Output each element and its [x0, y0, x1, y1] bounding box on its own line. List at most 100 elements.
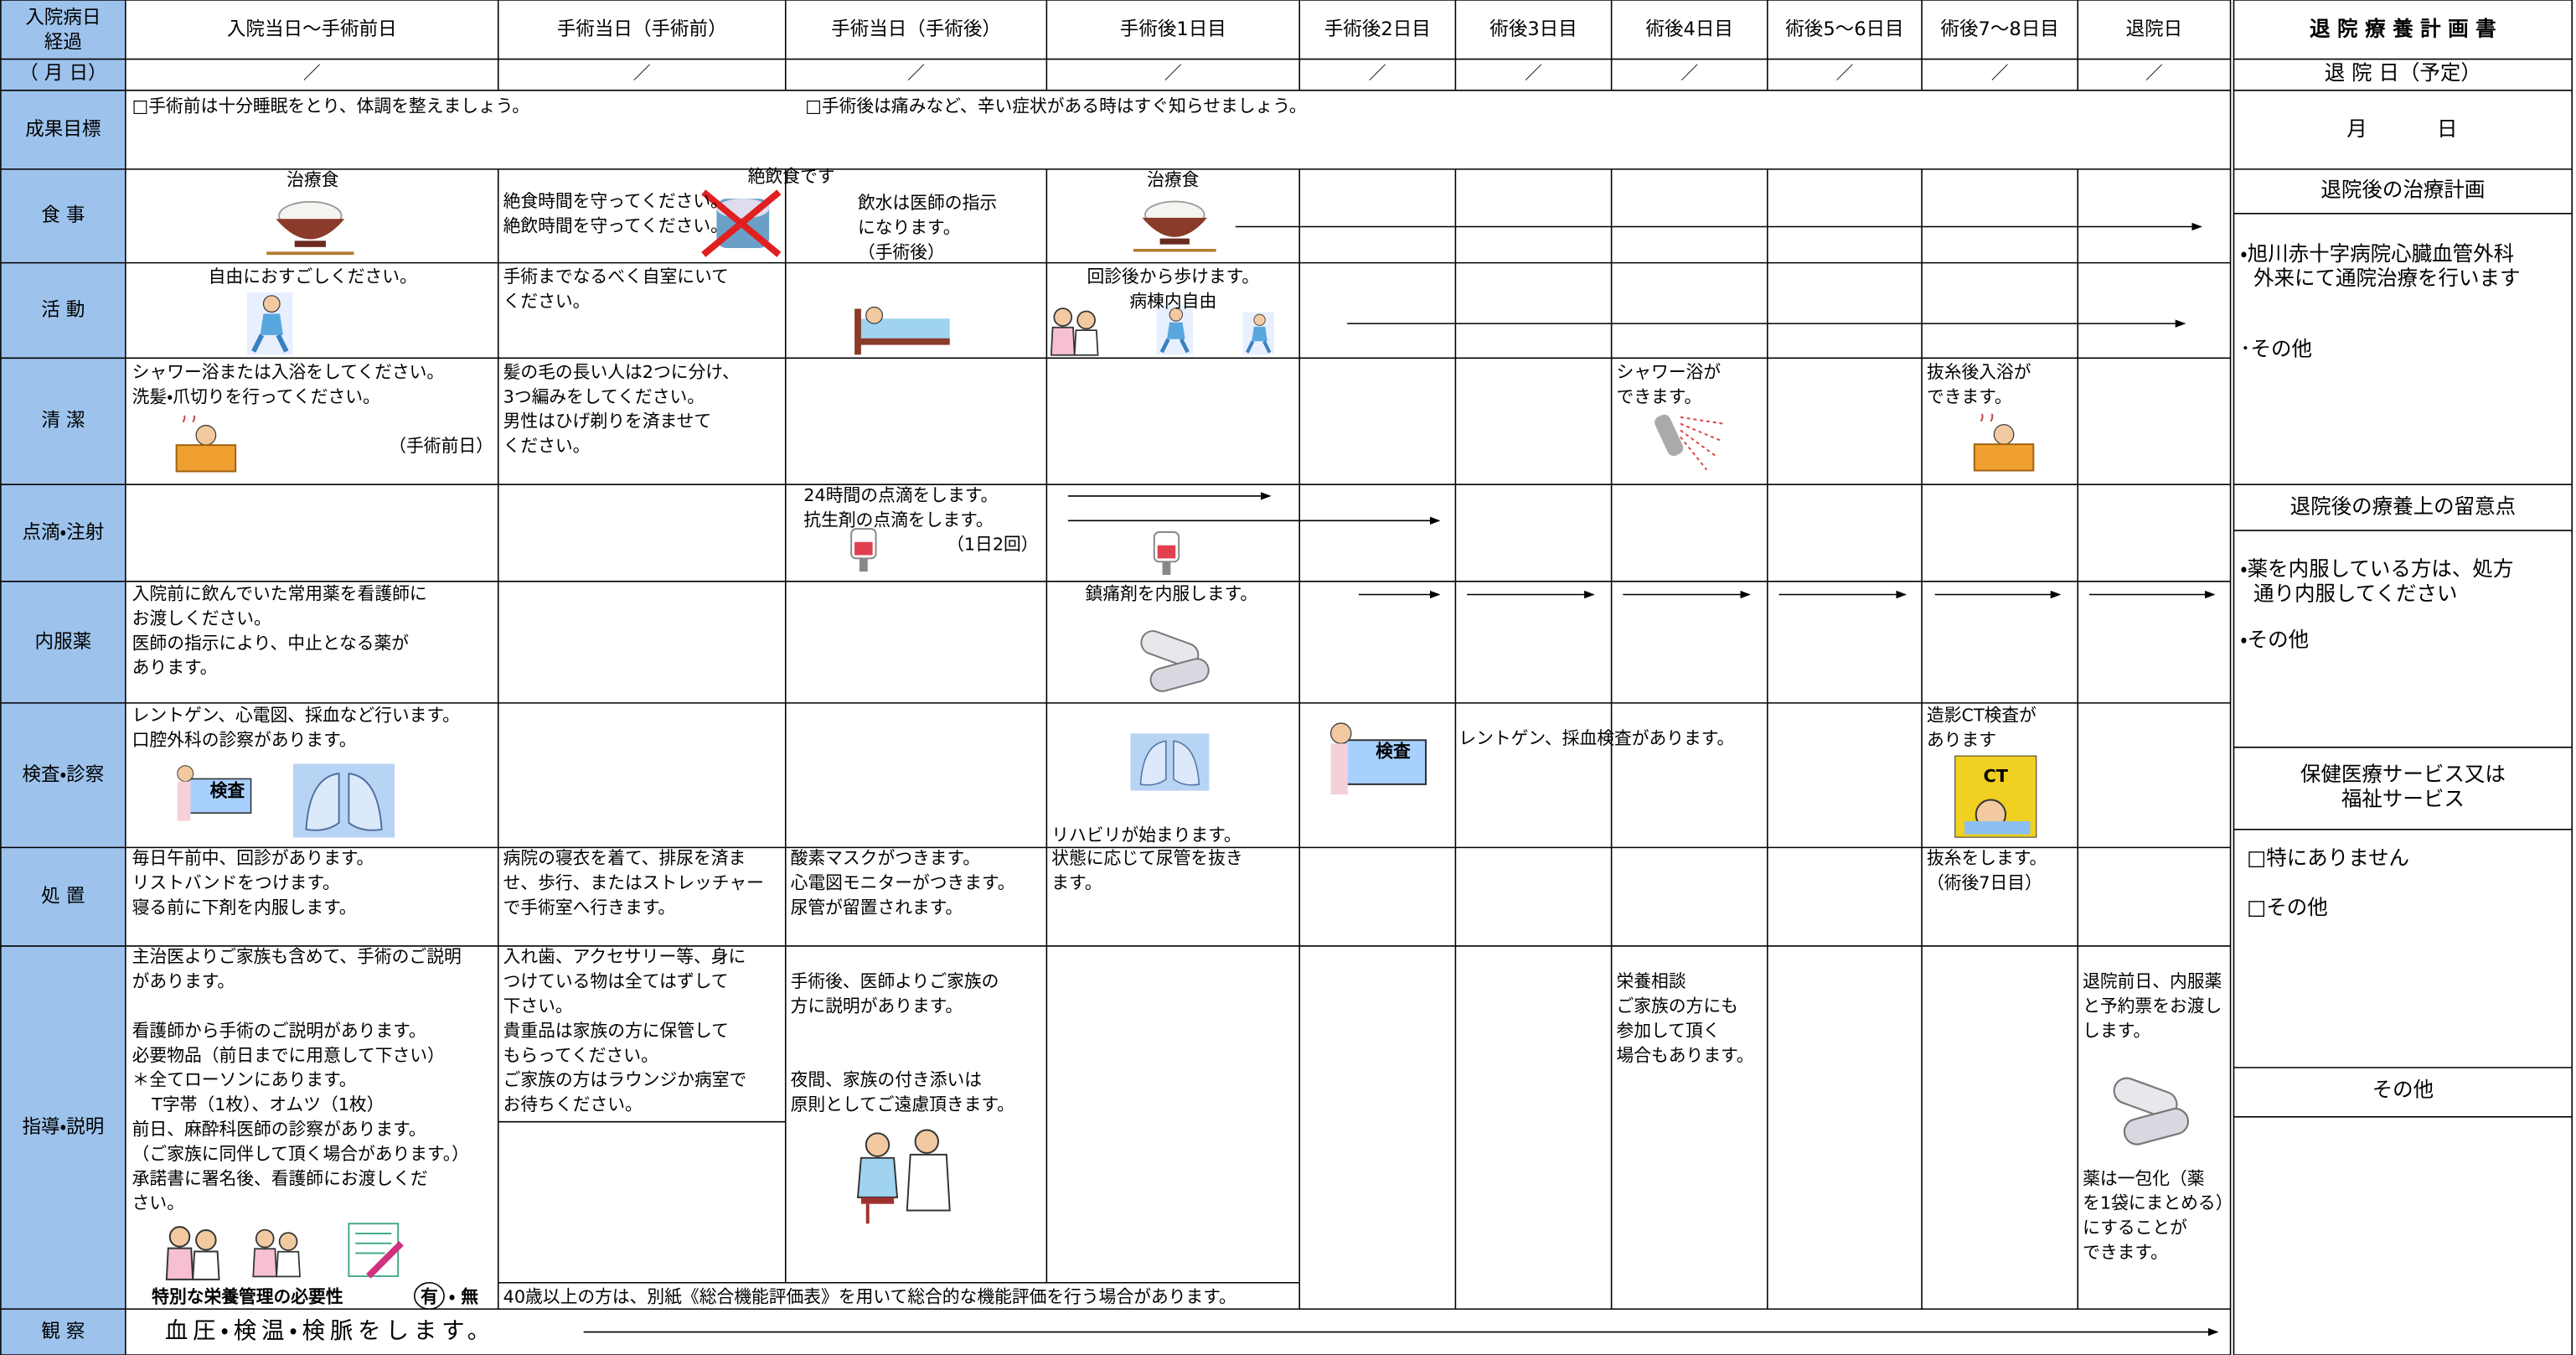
column-header: 手術後2日目 [1324, 18, 1431, 40]
cell-text: リハビリが始まります。 [1051, 825, 1241, 846]
cell-text: 下さい。 [503, 996, 573, 1016]
section-heading: その他 [2372, 1077, 2434, 1101]
discharge-date: 退 院 日（予定） [2325, 60, 2481, 85]
cell-text: 必要物品（前日までに用意して下さい） [132, 1045, 445, 1065]
cell-text: あります。 [132, 658, 218, 678]
cell-text: 原則としてご遠慮頂きます。 [791, 1094, 1014, 1115]
cell-text: 看護師から手術のご説明があります。 [132, 1021, 426, 1041]
cell-bg [0, 581, 126, 703]
cell-bg [0, 847, 126, 946]
cell-text: 男性はひげ剃りを済ませて [503, 411, 712, 432]
column-header: 術後5～6日目 [1785, 18, 1903, 40]
cell-text: 寝る前に下剤を内服します。 [132, 897, 357, 918]
date-mark: ／ [1525, 63, 1542, 83]
cell-text: 心電図モニターがつきます。 [791, 872, 1015, 892]
date-mark: ／ [2145, 63, 2163, 83]
date-row-label: （ 月 日） [19, 63, 106, 85]
row-label: 成果目標 [25, 118, 101, 140]
cell-text: 洗髪・爪切りを行ってください。 [132, 386, 380, 406]
date-mark: ／ [303, 63, 321, 83]
column-header: 術後7～8日目 [1940, 18, 2058, 40]
cell-text: で手術室へ行きます。 [503, 897, 676, 918]
date-mark: ／ [1680, 63, 1698, 83]
row-label: 食 事 [41, 204, 85, 226]
cell-text: 状態に応じて尿管を抜き [1051, 848, 1242, 868]
cell-text: 血圧・検温・検脈をします。 [165, 1318, 495, 1344]
date-mark: ／ [1369, 63, 1386, 83]
icon-label: 検査 [210, 781, 245, 801]
plan-title: 退 院 療 養 計 画 書 [2310, 16, 2496, 40]
cell-text: 回診後から歩けます。 [1087, 266, 1260, 287]
cell-text: を1袋にまとめる） [2083, 1193, 2233, 1213]
row-label: 検査・診察 [22, 764, 104, 786]
cell-bg [0, 702, 126, 848]
cell-text: T字帯（1枚）、オムツ（1枚） [151, 1094, 384, 1115]
cell-bg [0, 90, 126, 169]
cell-bg [0, 262, 126, 359]
cell-text: 治療食 [287, 170, 339, 190]
section-heading: 福祉サービス [2341, 787, 2465, 811]
walk-icon [247, 292, 293, 354]
date-mark: ／ [1164, 63, 1182, 83]
cell-text: つけている物は全てはずして [503, 971, 729, 991]
consent-icon [348, 1223, 401, 1276]
cell-text: 夜間、家族の付き添いは [791, 1070, 982, 1090]
consult-icon [856, 1128, 952, 1226]
cell-text: 髪の毛の長い人は2つに分け、 [503, 362, 740, 382]
cell-text: 栄養相談 [1617, 971, 1686, 991]
cell-text: リストバンドをつけます。 [132, 872, 340, 892]
bath-icon [1973, 413, 2035, 472]
cell-text: お待ちください。 [503, 1094, 643, 1115]
cell-text: 抜糸後入浴が [1927, 362, 2031, 382]
nurse-icon [252, 1228, 301, 1278]
section-item: □その他 [2247, 895, 2328, 919]
section-item: 外来にて通院治療を行います [2253, 266, 2521, 290]
cell-text: 退院前日、内服薬 [2083, 971, 2222, 991]
cell-text: 24時間の点滴をします。 [803, 485, 998, 505]
nutrition-yes: 有 [421, 1286, 438, 1306]
cell-bg [0, 168, 126, 263]
cell-text: ＊全てローソンにあります。 [132, 1070, 357, 1090]
nurse-icon [165, 1226, 220, 1280]
walk-icon [1242, 312, 1274, 354]
section-item: ・薬を内服している方は、処方 [2240, 556, 2513, 581]
row-label: 活 動 [41, 299, 85, 321]
bed-icon [854, 306, 951, 355]
cell-bg [0, 358, 126, 485]
row-label: 処 置 [41, 886, 85, 908]
cell-text: 絶飲食です [748, 167, 835, 187]
cell-text: します。 [2083, 1021, 2150, 1041]
cell-text: シャワー浴が [1617, 362, 1722, 382]
cell-text: シャワー浴または入浴をしてください。 [132, 362, 445, 382]
cell-text: 鎮痛剤を内服します。 [1086, 584, 1258, 604]
cell-text: 薬は一包化（薬 [2083, 1168, 2204, 1188]
cell-text: 飲水は医師の指示 [858, 193, 997, 213]
cell-text: 造影CT検査が [1927, 706, 2037, 726]
cell-text: 手術までなるべく自室にいて [503, 266, 729, 287]
cell-text: 医師の指示により、中止となる薬が [132, 633, 410, 653]
section-heading: 保健医療サービス又は [2300, 762, 2506, 786]
cell-text: 主治医よりご家族も含めて、手術のご説明 [132, 947, 462, 967]
cell-text: レントゲン、採血検査があります。 [1458, 728, 1734, 748]
iv-icon [850, 528, 877, 573]
cell-text: ください。 [503, 292, 591, 312]
section-item: ・旭川赤十字病院心臓血管外科 [2240, 241, 2514, 266]
row-label: 内服薬 [35, 631, 92, 653]
cell-text: ご家族の方はラウンジか病室で [503, 1070, 747, 1090]
nutrition-no: ・ 無 [449, 1286, 478, 1306]
cell-text: 自由におすごしください。 [209, 266, 417, 287]
section-item: 通り内服してください [2253, 582, 2458, 606]
row-label: 清 潔 [41, 410, 85, 432]
iv-icon [1153, 530, 1180, 577]
icon-label: CT [1984, 766, 2009, 786]
cell-text: 毎日午前中、回診があります。 [132, 848, 374, 868]
cell-text: せ、歩行、またはストレッチャー [503, 872, 764, 892]
cell-text: 尿管が留置されます。 [791, 897, 963, 918]
meal-icon [1132, 199, 1218, 252]
meal-icon [265, 199, 356, 256]
cell-bg [0, 945, 126, 1310]
shower-icon [1651, 411, 1724, 471]
